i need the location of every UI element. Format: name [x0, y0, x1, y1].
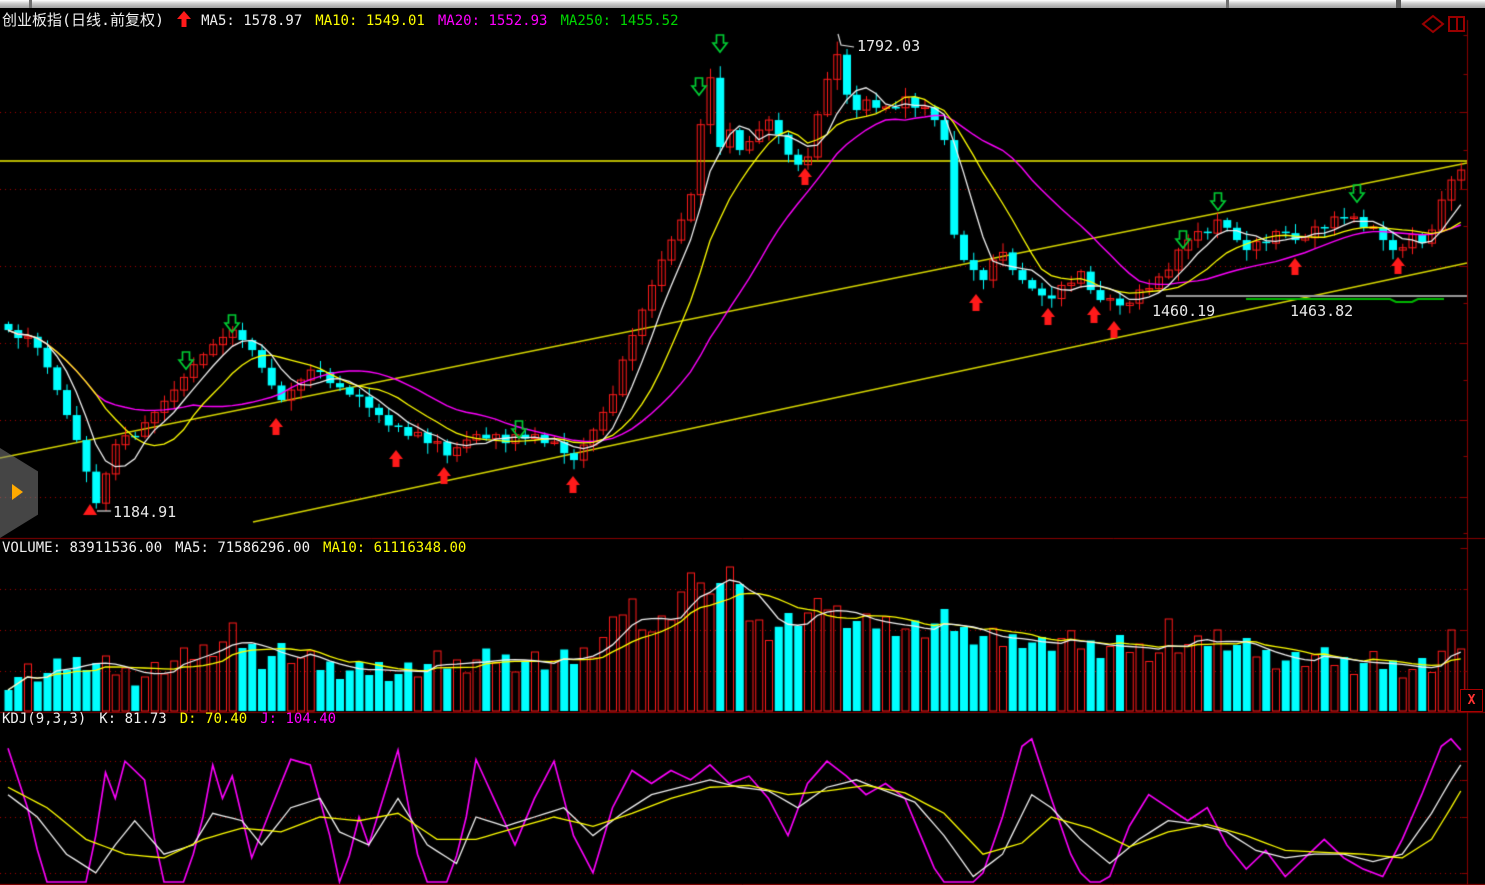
volume-header: VOLUME: 83911536.00 MA5: 71586296.00 MA10:… — [2, 540, 479, 556]
level-price-left-label: 1460.19 — [1152, 302, 1216, 320]
symbol-title: 创业板指(日线.前复权) — [2, 11, 165, 29]
expand-right-triangle-icon — [12, 484, 23, 500]
volume-readout: VOLUME: 83911536.00 — [2, 540, 163, 556]
indicator-close-button[interactable]: X — [1460, 689, 1483, 712]
kdj-d-readout: D: 70.40 — [179, 711, 248, 727]
ma10-readout: MA10: 1549.01 — [315, 13, 425, 29]
split-window-icon[interactable] — [1447, 14, 1467, 38]
level-price-right-label: 1463.82 — [1290, 302, 1354, 320]
peak-price-label: 1792.03 — [857, 37, 921, 55]
trough-price-label: 1184.91 — [113, 503, 177, 521]
main-chart-header: 创业板指(日线.前复权) MA5: 1578.97 MA10: 1549.01 MA2… — [2, 9, 692, 31]
kdj-header: KDJ(9,3,3) K: 81.73 D: 70.40 J: 104.40 — [2, 711, 349, 727]
volume-ma10-readout: MA10: 61116348.00 — [323, 540, 467, 556]
ma5-readout: MA5: 1578.97 — [201, 13, 303, 29]
volume-ma5-readout: MA5: 71586296.00 — [175, 540, 311, 556]
up-arrow-icon — [177, 11, 192, 31]
ma20-readout: MA20: 1552.93 — [437, 13, 548, 29]
diamond-tool-icon[interactable] — [1421, 14, 1445, 38]
kdj-j-readout: J: 104.40 — [260, 711, 337, 727]
kdj-k-readout: K: 81.73 — [99, 711, 167, 727]
kdj-label: KDJ(9,3,3) — [2, 711, 87, 727]
ma250-readout: MA250: 1455.52 — [560, 13, 679, 29]
